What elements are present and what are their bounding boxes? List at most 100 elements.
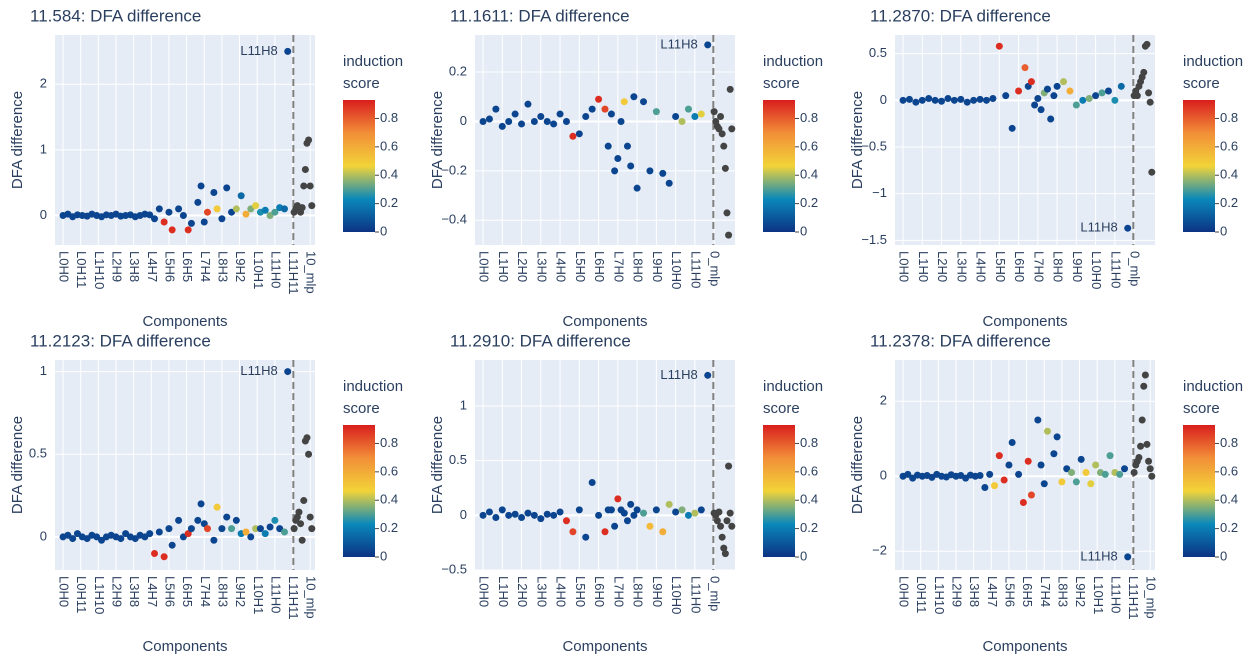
annotation: L11H8 xyxy=(660,36,697,51)
subplot: 11.1611: DFA difference L0H0 L1H0 L2H0 L3H0 L… xyxy=(429,6,823,329)
head-point xyxy=(1031,101,1039,109)
head-point xyxy=(492,514,500,521)
head-point xyxy=(155,205,163,213)
x-tick-label: L3H8 xyxy=(127,251,142,282)
head-point xyxy=(678,506,686,514)
head-point xyxy=(1082,469,1090,476)
x-tick-label: L4H7 xyxy=(145,576,160,607)
colorbar-tick-label: 0.4 xyxy=(1220,492,1238,507)
y-tick-label: 0 xyxy=(880,92,887,107)
head-point xyxy=(1043,427,1051,435)
colorbar xyxy=(343,100,375,232)
head-point xyxy=(543,510,551,518)
x-tick-label: L2H0 xyxy=(515,576,530,607)
head-point xyxy=(684,105,692,113)
head-point xyxy=(595,511,603,519)
head-point xyxy=(607,110,615,118)
head-point xyxy=(200,218,208,226)
colorbar-title: induction xyxy=(763,378,823,395)
head-point xyxy=(1008,124,1016,132)
x-tick-label: L6H0 xyxy=(592,576,607,607)
y-axis-title: DFA difference xyxy=(429,91,446,189)
x-tick-label: L7H4 xyxy=(198,576,213,607)
head-point xyxy=(1024,457,1032,465)
x-tick-label: L6H5 xyxy=(180,576,195,607)
head-point xyxy=(187,219,195,227)
mlp-point xyxy=(305,450,313,458)
x-tick-label: L0H0 xyxy=(57,251,72,282)
head-point xyxy=(492,105,500,113)
head-point xyxy=(256,525,264,533)
head-point xyxy=(556,110,564,118)
head-point xyxy=(1111,96,1119,104)
head-point xyxy=(1121,465,1129,473)
mlp-point xyxy=(1140,382,1148,390)
mlp-point xyxy=(300,497,308,505)
head-point xyxy=(575,506,583,514)
x-tick-label: L10H0 xyxy=(669,251,684,289)
mlp-point xyxy=(306,513,314,521)
x-tick-label: L11H0 xyxy=(1108,576,1123,613)
head-point xyxy=(957,95,965,103)
head-point xyxy=(524,509,532,517)
colorbar-title: score xyxy=(343,400,380,417)
head-point xyxy=(665,500,673,508)
mlp-point xyxy=(298,204,306,212)
head-point xyxy=(1101,470,1109,478)
head-point xyxy=(218,215,226,223)
head-point xyxy=(938,97,946,105)
mlp-point xyxy=(1141,371,1149,379)
colorbar-tick-label: 0.4 xyxy=(800,167,818,182)
annotation: L11H8 xyxy=(240,43,277,58)
head-point xyxy=(1124,553,1132,561)
x-tick-label: L0H0 xyxy=(477,576,492,607)
head-point xyxy=(203,208,211,216)
head-point xyxy=(672,113,680,121)
colorbar-tick-label: 0.2 xyxy=(380,520,398,535)
head-point xyxy=(601,105,609,113)
head-point xyxy=(151,215,159,223)
colorbar-tick-label: 0.8 xyxy=(380,110,398,125)
head-point xyxy=(184,226,192,234)
x-tick-label: L2H9 xyxy=(110,576,125,607)
head-point xyxy=(704,371,712,379)
colorbar-tick-label: 0.6 xyxy=(800,463,818,478)
x-tick-label: L1H0 xyxy=(916,251,931,282)
x-tick-label: L0H0 xyxy=(477,251,492,282)
mlp-point xyxy=(1145,457,1153,465)
x-tick-label: L3H0 xyxy=(534,251,549,282)
head-point xyxy=(588,479,596,486)
head-point xyxy=(1000,476,1008,484)
head-point xyxy=(630,93,638,101)
chart-title: 11.2378: DFA difference xyxy=(870,331,1051,350)
plot-background xyxy=(475,360,735,570)
x-tick-label: L1H10 xyxy=(92,576,107,614)
head-point xyxy=(704,41,712,49)
mlp-point xyxy=(1137,442,1145,450)
head-point xyxy=(168,541,176,549)
head-point xyxy=(1060,78,1068,86)
colorbar-title: induction xyxy=(763,53,823,70)
x-tick-label: L1H0 xyxy=(496,576,511,607)
chart-title: 11.584: DFA difference xyxy=(30,6,201,25)
mlp-point xyxy=(290,525,298,533)
x-tick-label: 10_mlp xyxy=(1144,576,1159,619)
colorbar-tick-label: 0.8 xyxy=(800,435,818,450)
head-point xyxy=(659,528,667,536)
colorbar-tick-label: 0.6 xyxy=(1220,138,1238,153)
head-point xyxy=(918,96,926,104)
y-tick-label: 1 xyxy=(40,141,47,156)
x-tick-label: 0_mlp xyxy=(708,576,723,611)
y-tick-label: 0.5 xyxy=(869,45,887,60)
x-tick-label: L0H11 xyxy=(914,576,929,613)
head-point xyxy=(266,523,274,531)
x-tick-label: L5H0 xyxy=(993,251,1008,282)
x-tick-label: L5H6 xyxy=(163,576,178,607)
x-tick-label: L11H11 xyxy=(286,576,301,620)
head-point xyxy=(691,113,699,121)
x-tick-label: L7H4 xyxy=(1038,576,1053,607)
head-point xyxy=(652,108,660,116)
y-tick-label: −1.5 xyxy=(861,232,887,247)
mlp-point xyxy=(717,113,725,121)
head-point xyxy=(165,525,173,533)
